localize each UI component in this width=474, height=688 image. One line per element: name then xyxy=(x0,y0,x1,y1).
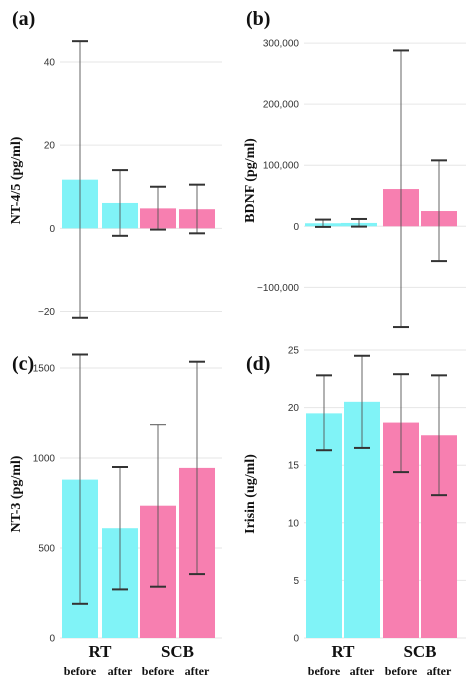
y-axis-label: NT-4/5 (pg/ml) xyxy=(9,136,24,224)
panel-letter: (b) xyxy=(246,8,270,30)
y-tick-label: 40 xyxy=(44,57,56,68)
y-tick-label: 500 xyxy=(38,544,55,555)
y-tick-label: 1000 xyxy=(33,454,56,465)
y-tick-label: 0 xyxy=(293,222,299,233)
y-tick-label: 20 xyxy=(288,403,300,414)
y-tick-label: 15 xyxy=(288,461,300,472)
y-tick-label: 200,000 xyxy=(263,100,300,111)
y-tick-label: 5 xyxy=(293,576,299,587)
y-tick-label: −100,000 xyxy=(257,283,299,294)
panel-letter: (c) xyxy=(12,353,34,375)
y-tick-label: −20 xyxy=(38,307,55,318)
condition-label: after xyxy=(350,664,375,678)
condition-label: before xyxy=(308,664,341,678)
y-tick-label: 0 xyxy=(293,634,299,645)
panel-c: 0 500 1000 1500(c) NT-3 (pg/ml) RT SCB before af… xyxy=(9,353,222,678)
panel-a: −20 0 20 40 (a) NT-4/5 (pg/ml) xyxy=(9,8,222,319)
y-tick-label: 300,000 xyxy=(263,39,300,50)
y-tick-label: 1500 xyxy=(33,364,56,375)
y-axis-label: Irisin (ug/ml) xyxy=(243,454,258,534)
condition-label: after xyxy=(108,664,133,678)
y-tick-label: 0 xyxy=(49,224,55,235)
y-tick-label: 100,000 xyxy=(263,161,300,172)
condition-label: before xyxy=(142,664,175,678)
condition-label: before xyxy=(64,664,97,678)
y-tick-label: 20 xyxy=(44,141,56,152)
y-axis-label: NT-3 (pg/ml) xyxy=(9,455,24,532)
group-label-scb: SCB xyxy=(403,642,436,661)
panel-b: −100,000 0 100,000 200,000 300,000 (b) BDNF (p… xyxy=(243,8,466,329)
panel-letter: (d) xyxy=(246,353,270,375)
condition-label: after xyxy=(427,664,452,678)
group-label-scb: SCB xyxy=(161,642,194,661)
y-tick-label: 25 xyxy=(288,346,300,357)
group-label-rt: RT xyxy=(331,642,355,661)
y-tick-label: 0 xyxy=(49,634,55,645)
panel-d: 0 5 10 15 20 25 (d) Irisin (ug/ml) RT SCB before af… xyxy=(243,346,466,678)
condition-label: before xyxy=(385,664,418,678)
panel-letter: (a) xyxy=(12,8,35,30)
condition-label: after xyxy=(185,664,210,678)
y-tick-label: 10 xyxy=(288,518,300,529)
group-label-rt: RT xyxy=(88,642,112,661)
y-axis-label: BDNF (pg/ml) xyxy=(243,138,258,223)
